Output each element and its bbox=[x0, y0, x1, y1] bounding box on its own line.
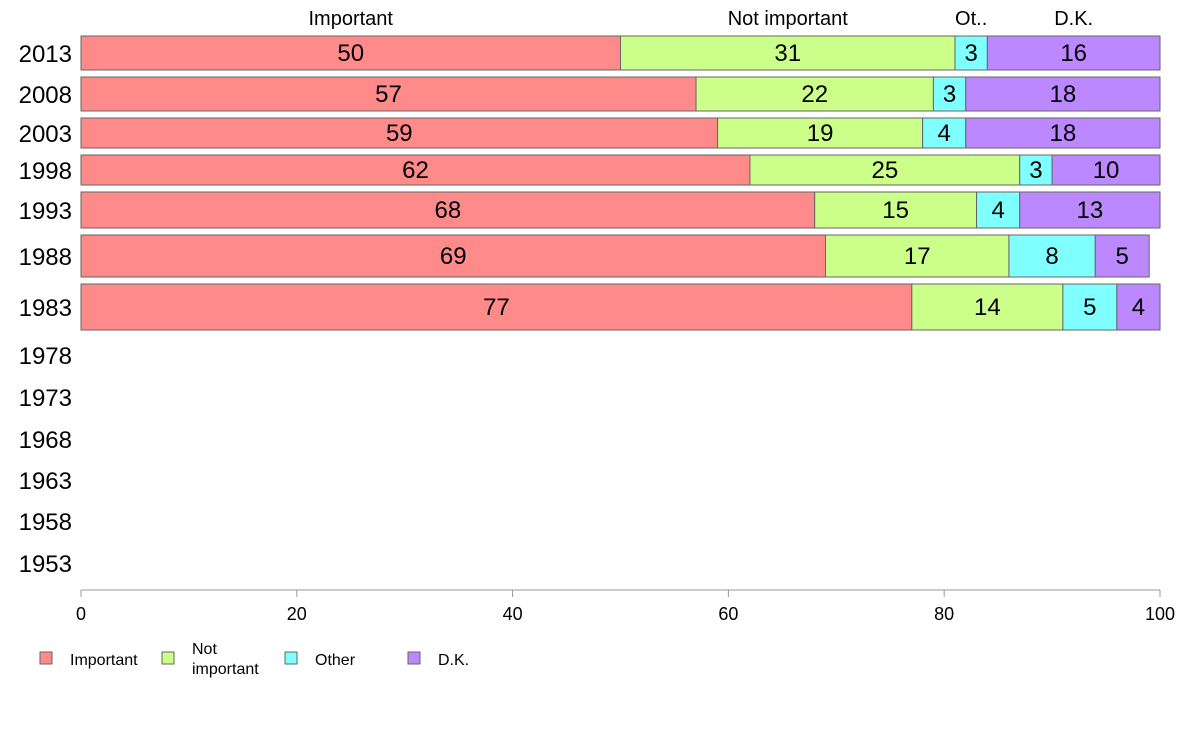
legend-label: Other bbox=[315, 652, 356, 669]
bar-segment bbox=[1008, 234, 1096, 278]
data-label: 5 bbox=[1083, 294, 1096, 321]
x-tick-label: 20 bbox=[287, 604, 307, 624]
legend-label: D.K. bbox=[438, 652, 469, 669]
bar-segment bbox=[1094, 234, 1150, 278]
data-label: 25 bbox=[872, 157, 899, 184]
y-tick-label: 1953 bbox=[19, 551, 72, 578]
column-header: Not important bbox=[728, 8, 848, 30]
data-label: 10 bbox=[1093, 157, 1120, 184]
bar-segment bbox=[932, 76, 967, 112]
bar-segment bbox=[620, 35, 956, 71]
data-label: 8 bbox=[1045, 243, 1058, 270]
bar-segment bbox=[965, 76, 1161, 112]
x-tick-label: 0 bbox=[76, 604, 86, 624]
data-label: 17 bbox=[904, 243, 931, 270]
data-label: 77 bbox=[483, 294, 510, 321]
bar-segment bbox=[80, 117, 719, 149]
data-label: 31 bbox=[774, 40, 801, 67]
data-label: 15 bbox=[882, 197, 909, 224]
y-tick-label: 1968 bbox=[19, 427, 72, 454]
bar-segment bbox=[825, 234, 1010, 278]
bar-segment bbox=[1051, 154, 1161, 186]
y-tick-label: 2008 bbox=[19, 82, 72, 109]
data-label: 14 bbox=[974, 294, 1001, 321]
legend-label: Important bbox=[70, 652, 138, 669]
bar-segment bbox=[80, 76, 697, 112]
data-label: 13 bbox=[1077, 197, 1104, 224]
y-tick-label: 1973 bbox=[19, 385, 72, 412]
y-tick-label: 1988 bbox=[19, 244, 72, 271]
bar-segment bbox=[717, 117, 924, 149]
data-label: 50 bbox=[337, 40, 364, 67]
bar-segment bbox=[695, 76, 934, 112]
data-label: 59 bbox=[386, 120, 413, 147]
legend-swatch bbox=[39, 651, 53, 665]
y-tick-label: 1998 bbox=[19, 158, 72, 185]
y-tick-label: 1983 bbox=[19, 295, 72, 322]
x-tick-label: 80 bbox=[934, 604, 954, 624]
data-label: 57 bbox=[375, 81, 402, 108]
bar-segment bbox=[80, 35, 621, 71]
bar-segment bbox=[749, 154, 1021, 186]
data-label: 19 bbox=[807, 120, 834, 147]
bar-segment bbox=[80, 191, 816, 229]
y-tick-label: 2003 bbox=[19, 121, 72, 148]
legend-swatch bbox=[161, 651, 175, 665]
column-header: Ot.. bbox=[955, 8, 987, 30]
y-tick-label: 1958 bbox=[19, 509, 72, 536]
bar-segment bbox=[80, 154, 751, 186]
data-label: 3 bbox=[1029, 157, 1042, 184]
bar-segment bbox=[1062, 283, 1118, 331]
legend-swatch bbox=[407, 651, 421, 665]
bar-segment bbox=[814, 191, 978, 229]
data-label: 4 bbox=[1132, 294, 1145, 321]
data-label: 69 bbox=[440, 243, 467, 270]
data-label: 3 bbox=[943, 81, 956, 108]
x-tick-label: 60 bbox=[718, 604, 738, 624]
x-tick-label: 40 bbox=[503, 604, 523, 624]
data-label: 4 bbox=[938, 120, 951, 147]
data-label: 62 bbox=[402, 157, 429, 184]
data-label: 68 bbox=[435, 197, 462, 224]
bar-segment bbox=[1116, 283, 1161, 331]
bar-segment bbox=[976, 191, 1021, 229]
data-label: 4 bbox=[991, 197, 1004, 224]
y-tick-label: 1978 bbox=[19, 343, 72, 370]
bar-segment bbox=[80, 234, 827, 278]
legend-swatch bbox=[284, 651, 298, 665]
data-label: 18 bbox=[1050, 81, 1077, 108]
y-tick-label: 1963 bbox=[19, 468, 72, 495]
bar-segment bbox=[80, 283, 913, 331]
data-label: 16 bbox=[1060, 40, 1087, 67]
x-tick-label: 100 bbox=[1145, 604, 1175, 624]
bar-segment bbox=[986, 35, 1161, 71]
bar-segment bbox=[954, 35, 988, 71]
y-tick-label: 1993 bbox=[19, 198, 72, 225]
column-header: Important bbox=[309, 8, 394, 30]
column-header: D.K. bbox=[1054, 8, 1093, 30]
data-label: 3 bbox=[964, 40, 977, 67]
bar-segment bbox=[1019, 191, 1161, 229]
y-tick-label: 2013 bbox=[19, 41, 72, 68]
data-label: 18 bbox=[1050, 120, 1077, 147]
legend-label: Not important bbox=[192, 641, 259, 678]
data-label: 5 bbox=[1116, 243, 1129, 270]
data-label: 22 bbox=[801, 81, 828, 108]
bar-segment bbox=[965, 117, 1161, 149]
